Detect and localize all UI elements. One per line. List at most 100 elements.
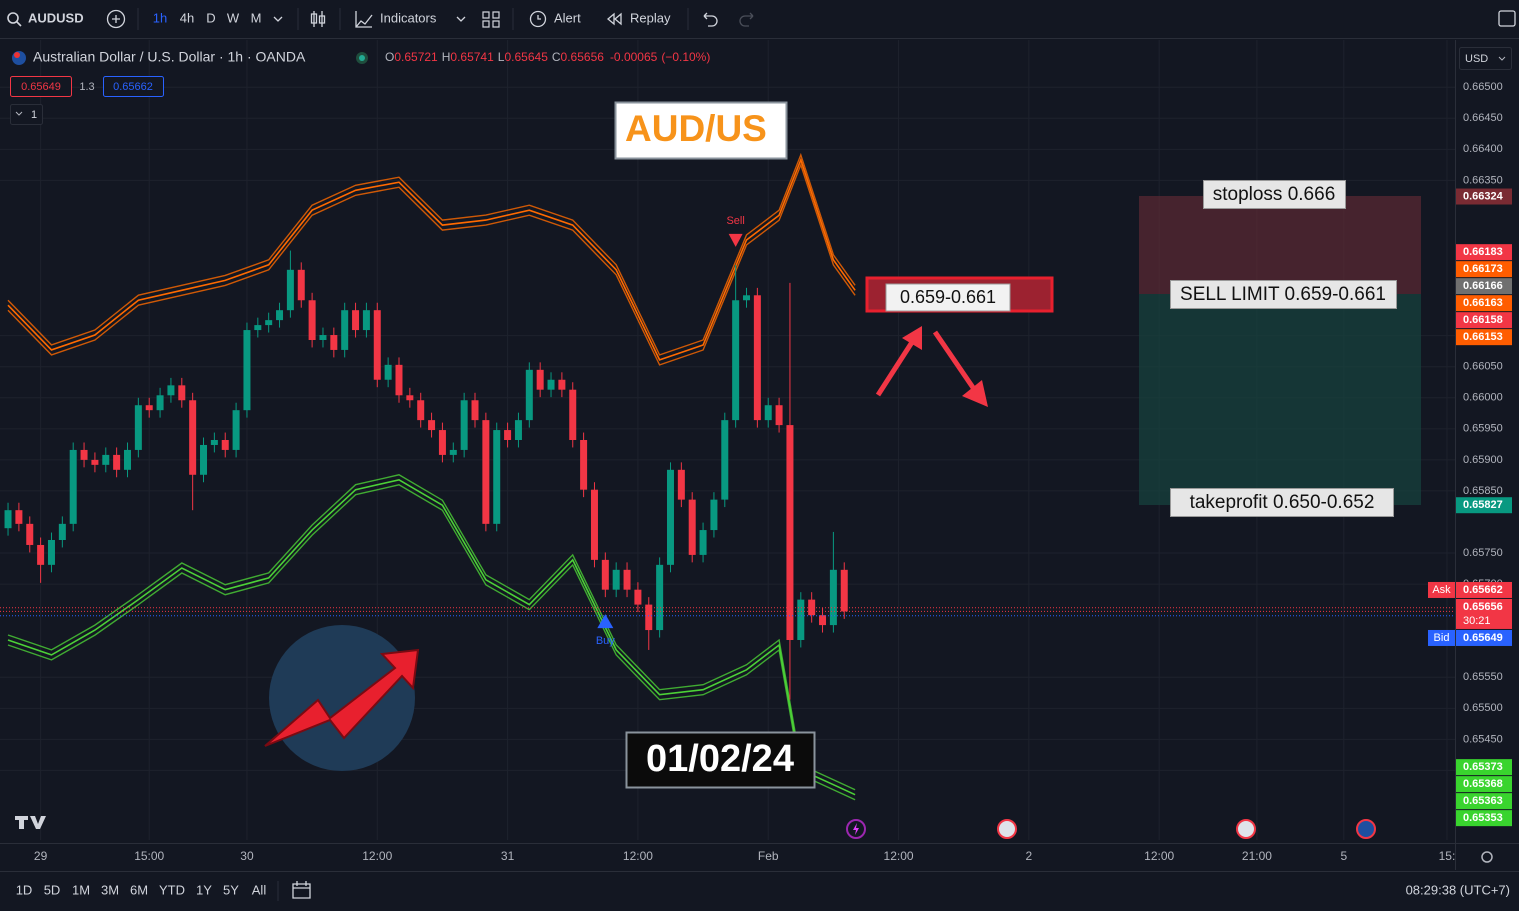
candle-body (819, 615, 827, 626)
band-edge (7, 484, 856, 801)
sell-button[interactable] (10, 76, 72, 97)
range[interactable]: 1D (16, 882, 33, 897)
candle-body (547, 379, 555, 390)
indicator-toggle[interactable] (10, 104, 43, 125)
currency-select[interactable] (1459, 47, 1512, 70)
redo[interactable] (739, 12, 754, 27)
price-badge (1456, 776, 1512, 793)
settings[interactable] (1481, 851, 1493, 863)
candle-body (471, 400, 479, 421)
ask-price[interactable]: 0.65662 (113, 81, 153, 93)
time-tick-label: 29 (34, 849, 48, 863)
event-flag[interactable] (1356, 819, 1376, 839)
range[interactable]: 6M (130, 882, 148, 897)
candle-body (4, 510, 12, 529)
tv-logo (15, 816, 46, 829)
candle-body (710, 499, 718, 531)
sell-limit-box (1170, 280, 1397, 309)
alert[interactable]: Alert (554, 10, 581, 25)
candle-body (829, 569, 837, 626)
buy-button[interactable] (103, 76, 164, 97)
price-badge (1456, 759, 1512, 776)
candle-body (428, 420, 436, 431)
price-tick-label: 0.66350 (1463, 174, 1503, 186)
signal-label: Sell (726, 215, 744, 227)
range[interactable]: 5D (44, 882, 61, 897)
candle-body (297, 269, 305, 301)
range[interactable]: 1M (72, 882, 90, 897)
price-badge (1456, 188, 1512, 205)
range[interactable]: YTD (159, 882, 185, 897)
signal-label: Buy (596, 635, 615, 647)
indicator-count: 1 (31, 109, 37, 121)
candle-body (721, 420, 729, 500)
logo-circle (269, 625, 415, 771)
band-edge (7, 474, 856, 791)
profit-zone (1139, 294, 1421, 505)
price-tick-label: 0.66050 (1463, 361, 1503, 373)
price-tick-label: 0.66400 (1463, 143, 1503, 155)
candle-body (91, 459, 99, 465)
price-tick-label: 0.65550 (1463, 671, 1503, 683)
range[interactable]: 5Y (223, 882, 239, 897)
interval[interactable]: W (227, 10, 240, 25)
layouts-icon[interactable] (482, 11, 500, 28)
fullscreen[interactable] (1498, 10, 1516, 27)
indicators[interactable]: Indicators (380, 10, 437, 25)
candle-body (47, 540, 55, 565)
replay-icon[interactable] (606, 12, 622, 26)
candle-body (308, 300, 316, 340)
candle-body (395, 364, 403, 396)
candle-body (102, 454, 110, 465)
annotation-title: AUD/US (625, 108, 767, 149)
range[interactable]: 1Y (196, 882, 212, 897)
candle-body (656, 564, 664, 631)
chevron[interactable] (273, 16, 283, 22)
candle-body (352, 310, 360, 331)
price-badge (1456, 793, 1512, 810)
event-icon (853, 823, 859, 835)
range[interactable]: 3M (101, 882, 119, 897)
interval[interactable]: M (251, 10, 262, 25)
ohlc: O0.65721 H0.65741 L0.65645 C0.65656 -0.00065… (385, 50, 710, 64)
event-flag[interactable] (1236, 819, 1256, 839)
price-badge (1456, 312, 1512, 329)
interval[interactable]: 1h (153, 10, 167, 25)
range[interactable]: All (252, 882, 267, 897)
price-badge-label: 0.65363 (1463, 795, 1503, 807)
currency[interactable]: USD (1465, 53, 1488, 65)
stoploss-box (1203, 180, 1346, 209)
search-icon[interactable] (7, 12, 19, 24)
interval[interactable]: 4h (180, 10, 194, 25)
chart-type-icon[interactable] (310, 11, 326, 27)
ohlc-value: 0.65721 (394, 50, 438, 64)
undo[interactable] (703, 12, 718, 27)
chevron[interactable] (456, 16, 466, 22)
price-badge (1456, 295, 1512, 312)
price-badge (1456, 581, 1512, 598)
alert-icon[interactable] (529, 10, 547, 28)
price-badge (1456, 629, 1512, 646)
price-badge-label: 0.65662 (1463, 584, 1503, 596)
indicators-icon[interactable] (355, 11, 373, 28)
price-badge-label: 0.66183 (1463, 246, 1503, 258)
candle-body (482, 420, 490, 524)
bid-price[interactable]: 0.65649 (21, 81, 61, 93)
event-icon[interactable] (846, 819, 866, 839)
interval[interactable]: D (206, 10, 215, 25)
candle-body (753, 295, 761, 421)
price-badge-label: 0.65656 (1463, 601, 1503, 613)
goto-date[interactable] (292, 881, 311, 899)
symbol[interactable]: AUDUSD (28, 10, 84, 25)
add-symbol[interactable] (106, 9, 126, 29)
event-flag[interactable] (997, 819, 1017, 839)
ohlc-label: L (498, 50, 505, 64)
candle-body (200, 444, 208, 475)
zone-label: 0.659-0.661 (900, 287, 996, 307)
clock: 08:29:38 (UTC+7) (1406, 882, 1510, 897)
replay[interactable]: Replay (630, 10, 671, 25)
price-tick-label: 0.66450 (1463, 112, 1503, 124)
candle-body (688, 499, 696, 555)
candle-body (286, 269, 294, 311)
candle-body (536, 369, 544, 390)
